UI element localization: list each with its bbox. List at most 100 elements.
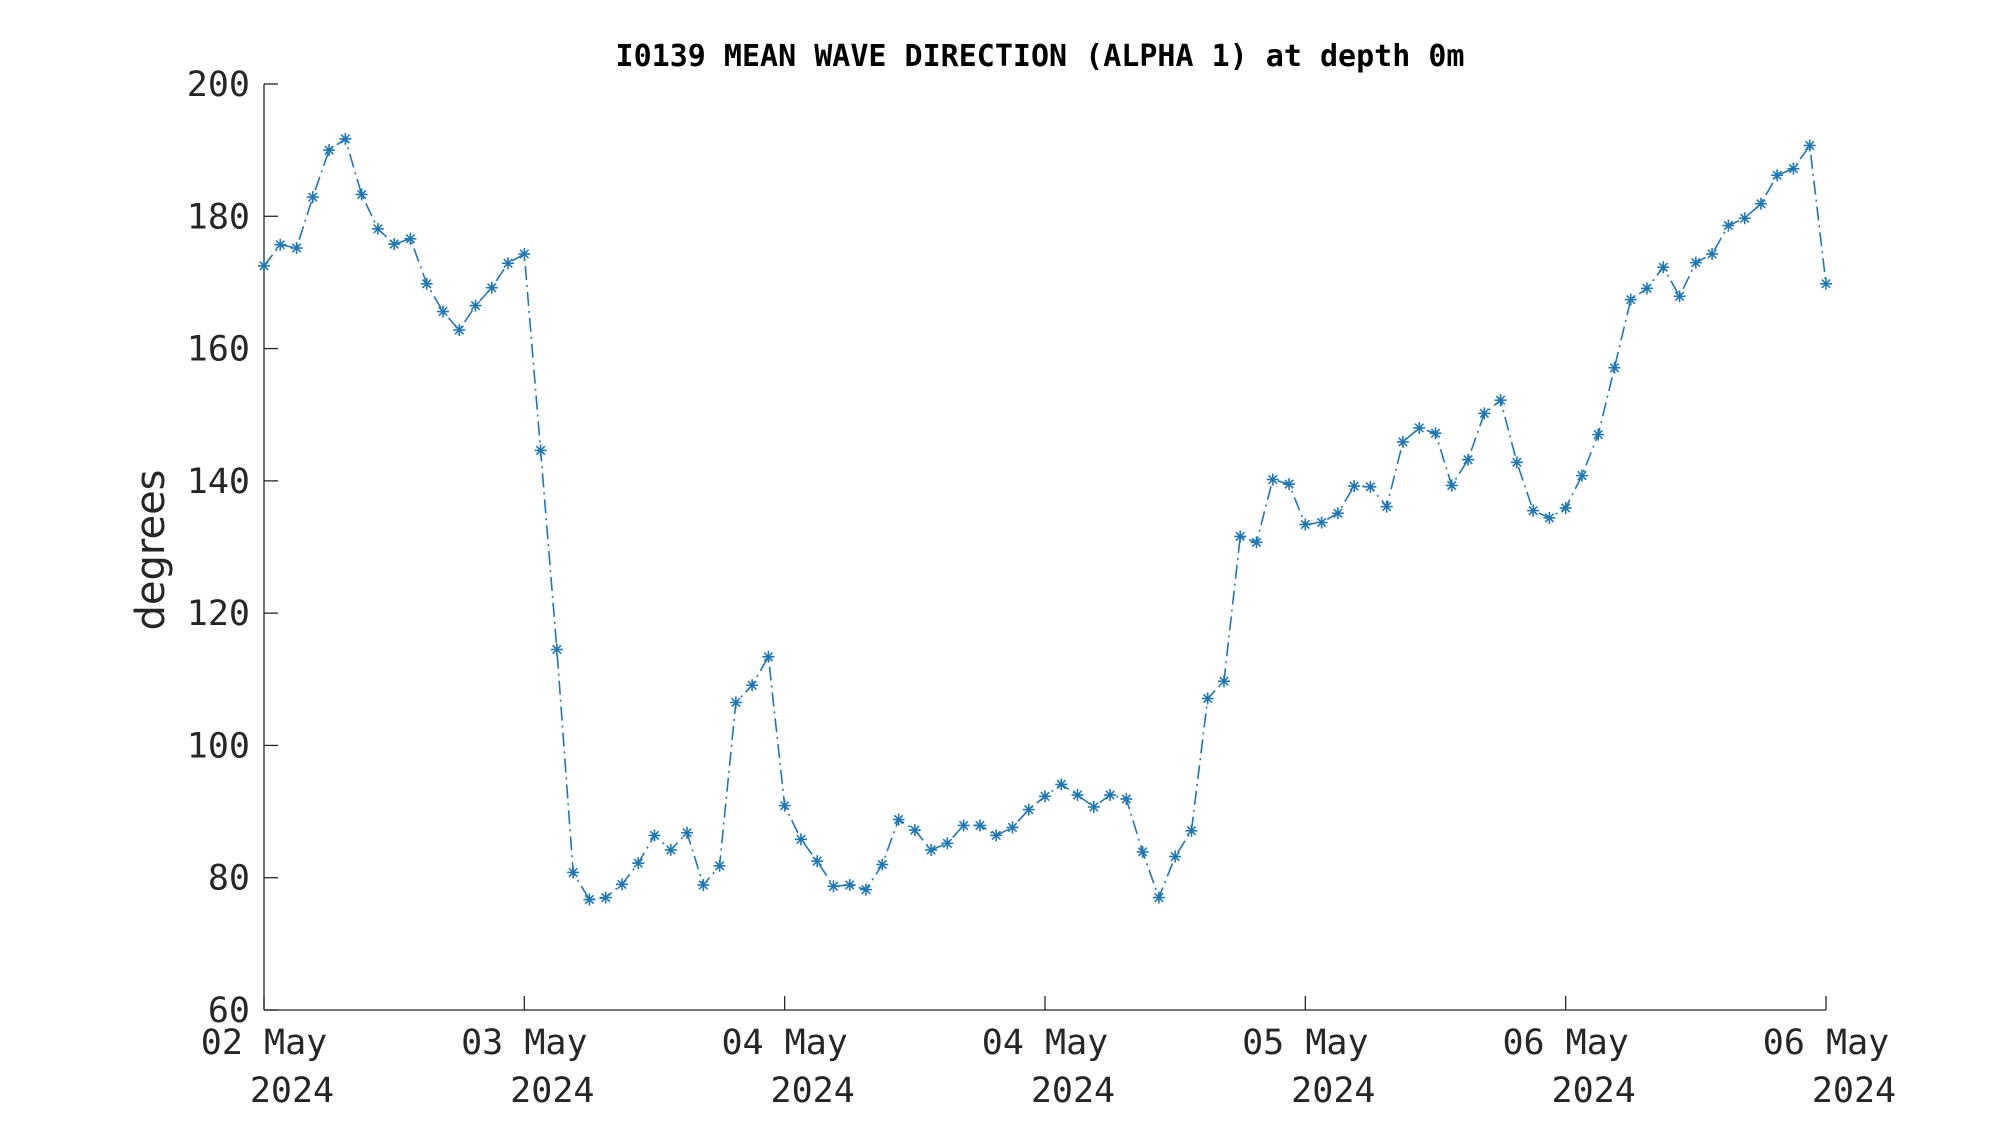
data-point (1445, 479, 1458, 492)
data-point (1592, 428, 1605, 441)
data-point (534, 444, 547, 457)
data-point (1152, 891, 1165, 904)
data-point (1738, 212, 1751, 225)
y-tick-label: 100 (187, 726, 250, 766)
data-point (713, 859, 726, 872)
x-tick-label-year: 2024 (250, 1071, 334, 1111)
data-point (1689, 256, 1702, 269)
data-point (729, 696, 742, 709)
data-point (306, 191, 319, 204)
data-point (811, 855, 824, 868)
data-point (485, 281, 498, 294)
data-point (1673, 290, 1686, 303)
y-tick-label: 140 (187, 462, 250, 502)
y-tick-label: 160 (187, 330, 250, 370)
x-tick-label-date: 05 May (1242, 1023, 1368, 1063)
data-point (599, 891, 612, 904)
data-point (1266, 473, 1279, 486)
data-point (1250, 536, 1263, 549)
x-tick-label-date: 03 May (461, 1023, 587, 1063)
data-point (1039, 790, 1051, 803)
data-point (1559, 501, 1572, 514)
data-point (746, 679, 759, 692)
data-point (1803, 139, 1816, 152)
data-point (1234, 530, 1247, 543)
data-point (762, 650, 775, 663)
data-point (583, 893, 596, 906)
x-tick-label-date: 02 May (201, 1023, 327, 1063)
data-point (1071, 789, 1084, 802)
x-tick-label-year: 2024 (1291, 1071, 1375, 1111)
data-point (1022, 803, 1035, 816)
data-point (1624, 293, 1637, 306)
data-point (1006, 821, 1019, 834)
data-point (1217, 675, 1230, 688)
data-point (1754, 197, 1767, 210)
x-tick-label-year: 2024 (771, 1071, 855, 1111)
data-point (1136, 845, 1149, 858)
data-point (567, 866, 580, 879)
x-tick-label-year: 2024 (1552, 1071, 1636, 1111)
data-point (648, 829, 661, 842)
data-point (1185, 824, 1198, 837)
data-point (892, 813, 905, 826)
data-point (258, 259, 270, 272)
data-point (1087, 800, 1100, 813)
data-point (1283, 478, 1296, 491)
data-point (518, 247, 531, 260)
data-point (1657, 261, 1670, 274)
data-point (876, 858, 889, 871)
data-point (1201, 692, 1214, 705)
data-series (258, 132, 1832, 906)
x-axis: 02 May 2024 03 May 2024 04 May 2024 04 May 2024… (201, 996, 1896, 1111)
data-point (323, 144, 336, 157)
data-point (664, 843, 677, 856)
x-tick-label-date: 06 May (1502, 1023, 1628, 1063)
x-tick-label-year: 2024 (510, 1071, 594, 1111)
x-tick-label-year: 2024 (1812, 1071, 1896, 1111)
data-point (632, 857, 645, 870)
data-point (1396, 435, 1409, 448)
data-point (615, 878, 628, 891)
data-point (794, 833, 807, 846)
data-point (1527, 504, 1540, 517)
data-point (843, 878, 856, 891)
y-tick-label: 60 (208, 991, 250, 1031)
data-point (1787, 162, 1800, 175)
data-point (1104, 789, 1117, 802)
y-axis: 60 80 100 120 140 160 180 200 (187, 65, 278, 1031)
data-point (681, 826, 694, 839)
data-point (1364, 480, 1377, 493)
y-tick-label: 200 (187, 65, 250, 105)
data-point (550, 643, 563, 656)
data-point (1380, 500, 1393, 513)
data-point (1478, 407, 1491, 420)
data-point (1120, 793, 1133, 806)
data-point (1575, 469, 1588, 482)
data-point (502, 257, 515, 270)
data-point (1315, 516, 1328, 529)
data-point (941, 837, 954, 850)
y-tick-label: 120 (187, 594, 250, 634)
data-point (339, 132, 352, 145)
data-point (1055, 778, 1068, 791)
data-point (827, 880, 840, 893)
y-tick-label: 180 (187, 197, 250, 237)
data-point (274, 238, 287, 251)
data-point (404, 232, 417, 245)
data-point (1820, 277, 1832, 290)
y-axis-label: degrees (128, 469, 174, 630)
data-point (1413, 421, 1426, 434)
data-point (290, 242, 303, 255)
data-point (778, 799, 791, 812)
data-point (1706, 247, 1719, 260)
x-tick-label-date: 04 May (982, 1023, 1108, 1063)
data-point (973, 819, 986, 832)
data-point (1494, 394, 1507, 407)
data-point (388, 238, 401, 251)
data-point (1462, 453, 1475, 466)
data-point (1510, 456, 1523, 469)
data-point (1722, 219, 1735, 232)
